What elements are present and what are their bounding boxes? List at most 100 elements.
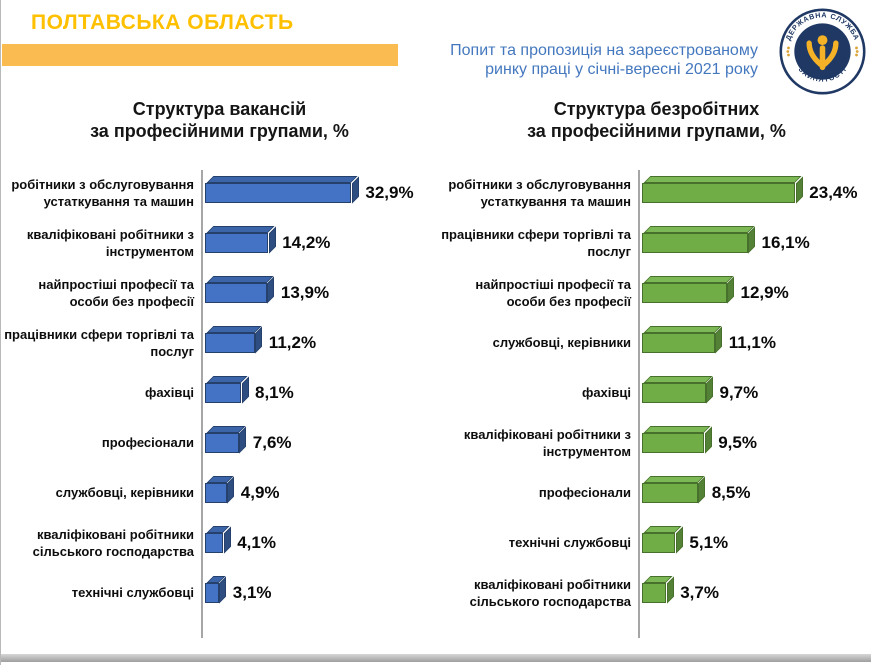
value-label: 12,9% (740, 283, 789, 302)
chart-row: робітники з обслуговування устаткування … (438, 168, 875, 218)
category-label: кваліфіковані робітники з інструментом (463, 426, 631, 459)
bar (205, 233, 269, 253)
chart-title-line-1: Структура вакансій (132, 99, 307, 119)
category-label: робітники з обслуговування устаткування … (11, 176, 194, 209)
category-label: технічні службовці (508, 535, 631, 551)
chart-title-line-1: Структура безробітних (553, 99, 760, 119)
chart-row: працівники сфери торгівлі та послуг 11,2% (1, 318, 438, 368)
header: ПОЛТАВСЬКА ОБЛАСТЬ Попит та пропозиція н… (1, 0, 875, 96)
logo-person-icon (806, 35, 839, 71)
chart-row: фахівці 9,7% (438, 368, 875, 418)
chart-row: кваліфіковані робітники з інструментом 9,… (438, 418, 875, 468)
bar-cell: 16,1% (640, 233, 875, 253)
subtitle-line-2: ринку праці у січні-вересні 2021 року (485, 61, 758, 78)
category-label: фахівці (581, 385, 631, 401)
bar (205, 583, 219, 603)
bar (642, 183, 796, 203)
bar-cell: 14,2% (203, 233, 438, 253)
bar (205, 333, 255, 353)
value-label: 14,2% (282, 233, 331, 252)
value-label: 9,7% (719, 383, 759, 402)
chart-row: службовці, керівники 11,1% (438, 318, 875, 368)
chart-row: найпростіші професії та особи без профес… (1, 268, 438, 318)
unemployed-chart-title: Структура безробітних за професійними гр… (438, 98, 875, 142)
chart-title-line-2: за професійними групами, % (90, 121, 349, 141)
bar-cell: 4,9% (203, 483, 438, 503)
bar (642, 533, 676, 553)
employment-service-logo: ДЕРЖАВНА СЛУЖБА ЗАЙНЯТОСТІ (779, 8, 866, 95)
bar-cell: 3,7% (640, 583, 875, 603)
bar (642, 483, 698, 503)
value-label: 4,1% (237, 533, 276, 552)
bar (205, 283, 267, 303)
chart-row: технічні службовці 5,1% (438, 518, 875, 568)
category-label: службовці, керівники (55, 485, 194, 501)
category-label: професіонали (538, 485, 631, 501)
chart-row: найпростіші професії та особи без профес… (438, 268, 875, 318)
vacancies-chart-title: Структура вакансій за професійними група… (1, 98, 438, 142)
bar-cell: 11,1% (640, 333, 875, 353)
value-label: 8,5% (711, 483, 751, 502)
bar (642, 433, 705, 453)
bar (205, 383, 241, 403)
bar-cell: 5,1% (640, 533, 875, 553)
chart-row: професіонали 7,6% (1, 418, 438, 468)
chart-row: фахівці 8,1% (1, 368, 438, 418)
subtitle: Попит та пропозиція на зареєстрованому р… (450, 41, 758, 79)
bar-cell: 12,9% (640, 283, 875, 303)
value-label: 11,2% (268, 333, 317, 352)
bar-cell: 9,5% (640, 433, 875, 453)
category-label: працівники сфери торгівлі та послуг (4, 326, 194, 359)
category-label: кваліфіковані робітники сільського госпо… (32, 526, 194, 559)
bar-cell: 8,5% (640, 483, 875, 503)
bar (205, 533, 224, 553)
region-title: ПОЛТАВСЬКА ОБЛАСТЬ (31, 11, 294, 34)
unemployed-chart-panel: Структура безробітних за професійними гр… (438, 96, 875, 640)
subtitle-line-1: Попит та пропозиція на зареєстрованому (450, 42, 758, 59)
chart-row: службовці, керівники 4,9% (1, 468, 438, 518)
bar-cell: 11,2% (203, 333, 438, 353)
vacancies-chart-rows: робітники з обслуговування устаткування … (1, 168, 438, 640)
charts-area: Структура вакансій за професійними група… (1, 96, 875, 640)
chart-row: кваліфіковані робітники сільського госпо… (438, 568, 875, 618)
category-label: найпростіші професії та особи без профес… (475, 276, 631, 309)
chart-row: кваліфіковані робітники сільського госпо… (1, 518, 438, 568)
chart-row: кваліфіковані робітники з інструментом 14… (1, 218, 438, 268)
category-label: працівники сфери торгівлі та послуг (441, 226, 631, 259)
bar-cell: 32,9% (203, 183, 438, 203)
value-label: 32,9% (365, 183, 414, 202)
vacancies-chart-panel: Структура вакансій за професійними група… (1, 96, 438, 640)
chart-row: працівники сфери торгівлі та послуг 16,1% (438, 218, 875, 268)
value-label: 16,1% (761, 233, 810, 252)
category-label: фахівці (144, 385, 194, 401)
wheat-icon-left (786, 46, 790, 57)
value-label: 11,1% (728, 333, 776, 352)
category-label: робітники з обслуговування устаткування … (448, 176, 631, 209)
category-label: кваліфіковані робітники з інструментом (26, 226, 194, 259)
category-label: професіонали (101, 435, 194, 451)
bar (205, 483, 227, 503)
value-label: 3,1% (232, 583, 272, 602)
bar-cell: 9,7% (640, 383, 875, 403)
chart-row: професіонали 8,5% (438, 468, 875, 518)
wheat-icon-right (855, 46, 859, 57)
chart-row: робітники з обслуговування устаткування … (1, 168, 438, 218)
bar-cell: 4,1% (203, 533, 438, 553)
value-label: 23,4% (809, 183, 858, 202)
page-bottom-edge (1, 654, 871, 662)
bar (642, 583, 667, 603)
chart-title-line-2: за професійними групами, % (527, 121, 786, 141)
category-label: кваліфіковані робітники сільського госпо… (469, 576, 631, 609)
bar-cell: 3,1% (203, 583, 438, 603)
value-label: 3,7% (680, 583, 719, 602)
bar (642, 333, 715, 353)
bar-cell: 7,6% (203, 433, 438, 453)
bar-cell: 8,1% (203, 383, 438, 403)
value-label: 9,5% (718, 433, 757, 452)
value-label: 13,9% (280, 283, 330, 302)
bar (642, 233, 748, 253)
value-label: 8,1% (255, 383, 294, 402)
bar (205, 183, 352, 203)
value-label: 7,6% (252, 433, 292, 452)
